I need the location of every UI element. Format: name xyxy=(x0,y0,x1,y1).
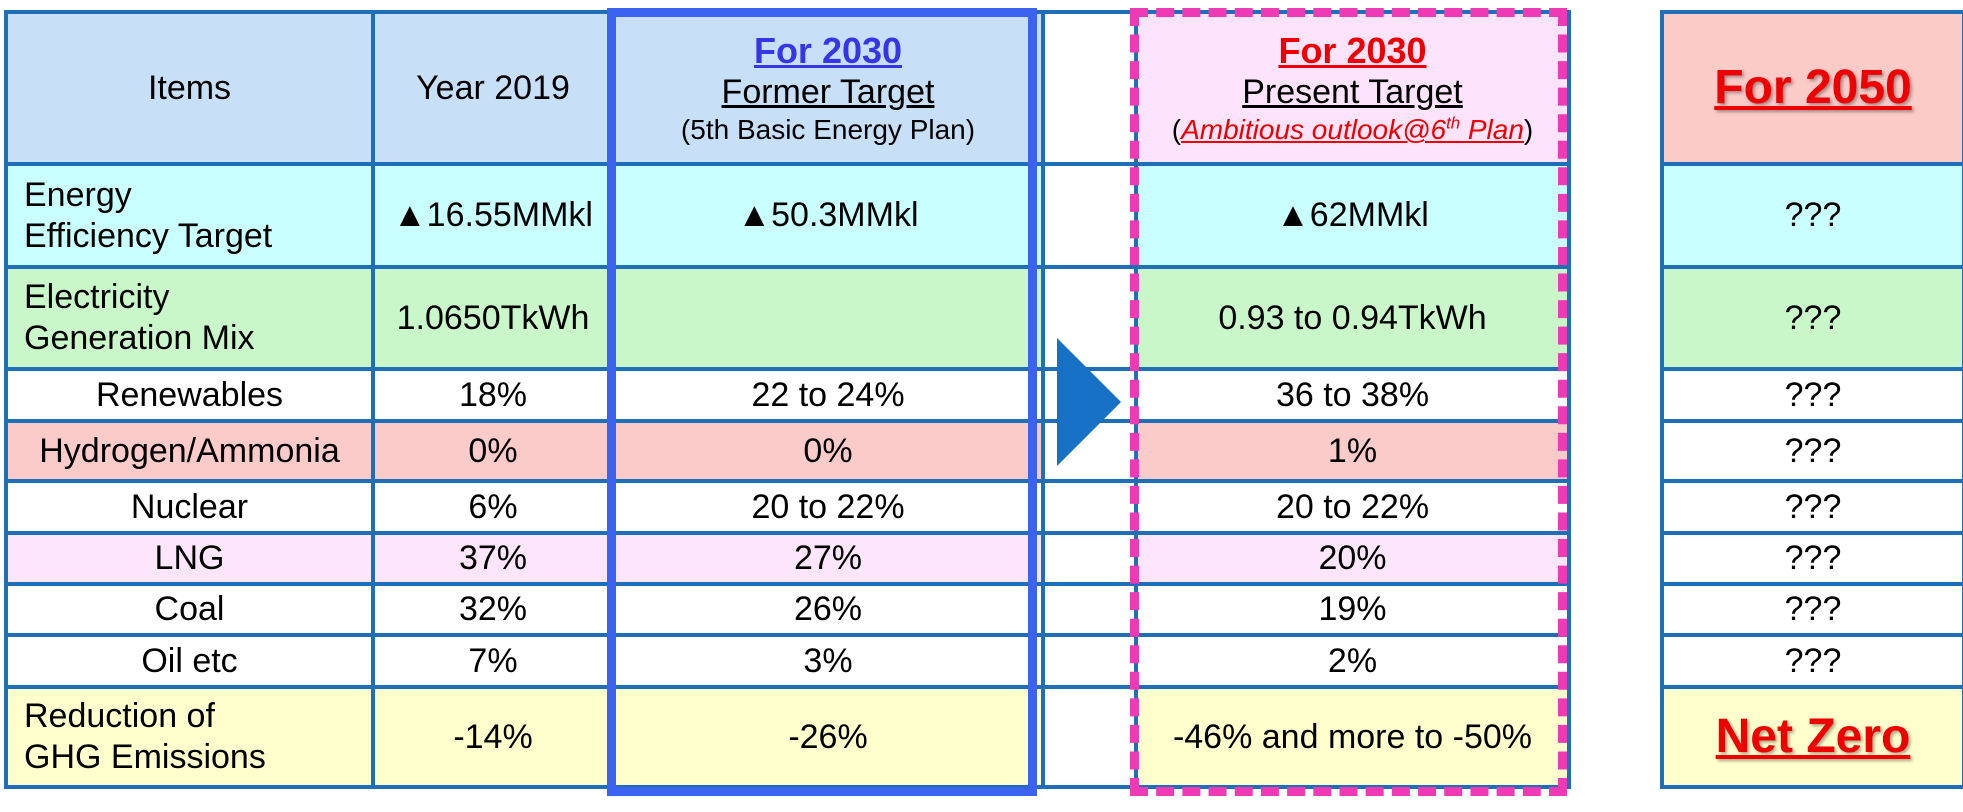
present-note-text: Ambitious outlook@6th Plan xyxy=(1181,113,1524,146)
present-note-close: ) xyxy=(1523,114,1534,146)
row-label: Energy Efficiency Target xyxy=(4,162,375,269)
former-subtitle: Former Target xyxy=(721,73,935,112)
row-label: Oil etc xyxy=(4,633,375,689)
cell-2019: 0% xyxy=(371,419,615,483)
cell-present: ▲62MMkl xyxy=(1134,162,1571,269)
cell-2019: 6% xyxy=(371,479,615,535)
cell-former: ▲50.3MMkl xyxy=(611,162,1045,269)
spacer xyxy=(1043,531,1136,586)
spacer xyxy=(1043,10,1136,166)
cell-present: 0.93 to 0.94TkWh xyxy=(1134,265,1571,371)
net-zero-cell: Net Zero xyxy=(1660,685,1963,789)
table-row: Nuclear 6% 20 to 22% 20 to 22% xyxy=(4,479,1571,535)
cell-present: 20 to 22% xyxy=(1134,479,1571,535)
cell-2019: 18% xyxy=(371,367,615,423)
row-label-line: Electricity xyxy=(24,278,170,317)
cell-2050: ??? xyxy=(1660,367,1963,423)
row-label-line: Reduction of xyxy=(24,697,215,736)
row-label: Nuclear xyxy=(4,479,375,535)
present-subtitle: Present Target xyxy=(1242,73,1463,112)
present-note-open: ( xyxy=(1171,114,1182,146)
cell-2050: ??? xyxy=(1660,265,1963,371)
energy-targets-table: Items Year 2019 For 2030 Former Target (… xyxy=(4,10,1571,789)
cell-former: 3% xyxy=(611,633,1045,689)
cell-2050: ??? xyxy=(1660,633,1963,689)
cell-former xyxy=(611,265,1045,371)
table-row: LNG 37% 27% 20% xyxy=(4,531,1571,586)
table-row: Reduction of GHG Emissions -14% -26% -46%… xyxy=(4,685,1571,789)
cell-2050: ??? xyxy=(1660,479,1963,535)
row-label-line: Energy xyxy=(24,175,132,214)
row-label-line: GHG Emissions xyxy=(24,738,266,776)
spacer xyxy=(1043,633,1136,689)
target-2050-table: For 2050 ??? ??? ??? ??? ??? ??? ??? ???… xyxy=(1660,10,1963,789)
cell-former: 26% xyxy=(611,582,1045,637)
spacer xyxy=(1043,685,1136,789)
row-label: LNG xyxy=(4,531,375,586)
spacer xyxy=(1043,582,1136,637)
table-row: Renewables 18% 22 to 24% 36 to 38% xyxy=(4,367,1571,423)
right-arrow-icon xyxy=(1057,338,1121,466)
cell-2050: ??? xyxy=(1660,162,1963,269)
header-row: Items Year 2019 For 2030 Former Target (… xyxy=(4,10,1571,166)
present-title: For 2030 xyxy=(1278,30,1427,72)
cell-2050: ??? xyxy=(1660,531,1963,586)
present-target-header: For 2030 Present Target (Ambitious outlo… xyxy=(1134,10,1571,166)
cell-present: -46% and more to -50% xyxy=(1134,685,1571,789)
cell-2019: -14% xyxy=(371,685,615,789)
former-target-header: For 2030 Former Target (5th Basic Energy… xyxy=(611,10,1045,166)
row-label-line: Generation Mix xyxy=(24,319,255,357)
row-label: Hydrogen/Ammonia xyxy=(4,419,375,483)
year-2019-header: Year 2019 xyxy=(371,10,615,166)
net-zero-label: Net Zero xyxy=(1715,710,1911,764)
row-label: Coal xyxy=(4,582,375,637)
cell-former: 22 to 24% xyxy=(611,367,1045,423)
cell-former: 0% xyxy=(611,419,1045,483)
spacer xyxy=(1043,479,1136,535)
cell-former: 20 to 22% xyxy=(611,479,1045,535)
cell-2019: 32% xyxy=(371,582,615,637)
former-title: For 2030 xyxy=(753,30,903,72)
table-row: Coal 32% 26% 19% xyxy=(4,582,1571,637)
table-row: Oil etc 7% 3% 2% xyxy=(4,633,1571,689)
row-label-line: Efficiency Target xyxy=(24,216,273,255)
row-label: Renewables xyxy=(4,367,375,423)
cell-2050: ??? xyxy=(1660,582,1963,637)
cell-present: 19% xyxy=(1134,582,1571,637)
table-row: Hydrogen/Ammonia 0% 0% 1% xyxy=(4,419,1571,483)
cell-present: 36 to 38% xyxy=(1134,367,1571,423)
cell-2019: ▲16.55MMkl xyxy=(371,162,615,269)
future-title: For 2050 xyxy=(1714,61,1912,115)
row-label: Electricity Generation Mix xyxy=(4,265,375,371)
cell-2050: ??? xyxy=(1660,419,1963,483)
table-row: Energy Efficiency Target ▲16.55MMkl ▲50.3… xyxy=(4,162,1571,269)
cell-2019: 37% xyxy=(371,531,615,586)
cell-present: 2% xyxy=(1134,633,1571,689)
present-note: (Ambitious outlook@6th Plan) xyxy=(1140,113,1565,147)
former-note: (5th Basic Energy Plan) xyxy=(680,114,976,146)
cell-former: -26% xyxy=(611,685,1045,789)
cell-2019: 7% xyxy=(371,633,615,689)
spacer xyxy=(1043,162,1136,269)
row-label: Reduction of GHG Emissions xyxy=(4,685,375,789)
cell-present: 20% xyxy=(1134,531,1571,586)
cell-present: 1% xyxy=(1134,419,1571,483)
cell-former: 27% xyxy=(611,531,1045,586)
cell-2019: 1.0650TkWh xyxy=(371,265,615,371)
future-header: For 2050 xyxy=(1660,10,1963,166)
items-header: Items xyxy=(4,10,375,166)
table-row: Electricity Generation Mix 1.0650TkWh 0.9… xyxy=(4,265,1571,371)
